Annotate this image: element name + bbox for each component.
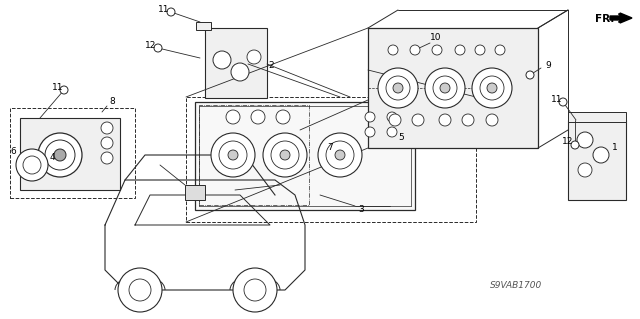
Circle shape: [571, 141, 579, 149]
Circle shape: [439, 114, 451, 126]
Circle shape: [433, 76, 457, 100]
Circle shape: [378, 68, 418, 108]
Circle shape: [167, 8, 175, 16]
Circle shape: [440, 83, 450, 93]
Text: 1: 1: [612, 144, 618, 152]
Circle shape: [211, 133, 255, 177]
Circle shape: [23, 156, 41, 174]
Text: 10: 10: [430, 33, 442, 42]
Circle shape: [578, 163, 592, 177]
Circle shape: [251, 110, 265, 124]
Circle shape: [365, 127, 375, 137]
Circle shape: [475, 45, 485, 55]
Circle shape: [386, 76, 410, 100]
Circle shape: [101, 122, 113, 134]
Text: 4: 4: [49, 152, 55, 161]
Text: 12: 12: [562, 137, 573, 146]
Polygon shape: [610, 13, 632, 23]
Circle shape: [593, 147, 609, 163]
Circle shape: [487, 83, 497, 93]
Circle shape: [247, 50, 261, 64]
Circle shape: [38, 133, 82, 177]
Text: 11: 11: [52, 83, 63, 92]
Circle shape: [486, 114, 498, 126]
Circle shape: [244, 279, 266, 301]
Circle shape: [326, 141, 354, 169]
Circle shape: [455, 45, 465, 55]
Circle shape: [432, 45, 442, 55]
Bar: [185, 185, 205, 200]
Circle shape: [118, 268, 162, 312]
Circle shape: [472, 68, 512, 108]
Circle shape: [101, 137, 113, 149]
Circle shape: [276, 110, 290, 124]
Text: 9: 9: [545, 62, 551, 70]
Circle shape: [393, 83, 403, 93]
Circle shape: [101, 152, 113, 164]
Circle shape: [425, 68, 465, 108]
Bar: [368, 28, 538, 148]
Circle shape: [365, 112, 375, 122]
Circle shape: [54, 149, 66, 161]
Circle shape: [526, 71, 534, 79]
Circle shape: [389, 114, 401, 126]
Circle shape: [60, 86, 68, 94]
Bar: [568, 112, 626, 122]
Text: FR.: FR.: [595, 14, 614, 24]
Circle shape: [263, 133, 307, 177]
Bar: [195, 102, 415, 210]
Circle shape: [45, 140, 75, 170]
Bar: [199, 105, 309, 205]
Bar: [196, 22, 211, 30]
Circle shape: [480, 76, 504, 100]
Circle shape: [387, 112, 397, 122]
Circle shape: [388, 45, 398, 55]
Circle shape: [412, 114, 424, 126]
Text: 5: 5: [398, 132, 404, 142]
Bar: [205, 28, 267, 98]
Bar: [568, 120, 626, 200]
Circle shape: [462, 114, 474, 126]
Circle shape: [387, 127, 397, 137]
Circle shape: [495, 45, 505, 55]
Text: S9VAB1700: S9VAB1700: [490, 280, 542, 290]
Circle shape: [231, 63, 249, 81]
Circle shape: [335, 150, 345, 160]
Text: 8: 8: [109, 98, 115, 107]
Circle shape: [559, 98, 567, 106]
Bar: [10, 108, 135, 198]
Text: 11: 11: [551, 94, 563, 103]
Circle shape: [228, 150, 238, 160]
Text: 3: 3: [358, 204, 364, 213]
Bar: [20, 118, 120, 190]
Circle shape: [318, 133, 362, 177]
Text: 11: 11: [158, 4, 170, 13]
Text: 7: 7: [327, 143, 333, 152]
Circle shape: [577, 132, 593, 148]
Circle shape: [280, 150, 290, 160]
Bar: [186, 97, 476, 222]
Text: 6: 6: [10, 147, 16, 157]
Circle shape: [154, 44, 162, 52]
Circle shape: [129, 279, 151, 301]
Circle shape: [213, 51, 231, 69]
Circle shape: [410, 45, 420, 55]
Circle shape: [219, 141, 247, 169]
Circle shape: [16, 149, 48, 181]
Text: 12: 12: [145, 41, 156, 49]
Circle shape: [271, 141, 299, 169]
Circle shape: [233, 268, 277, 312]
Text: 2: 2: [268, 61, 274, 70]
Circle shape: [226, 110, 240, 124]
